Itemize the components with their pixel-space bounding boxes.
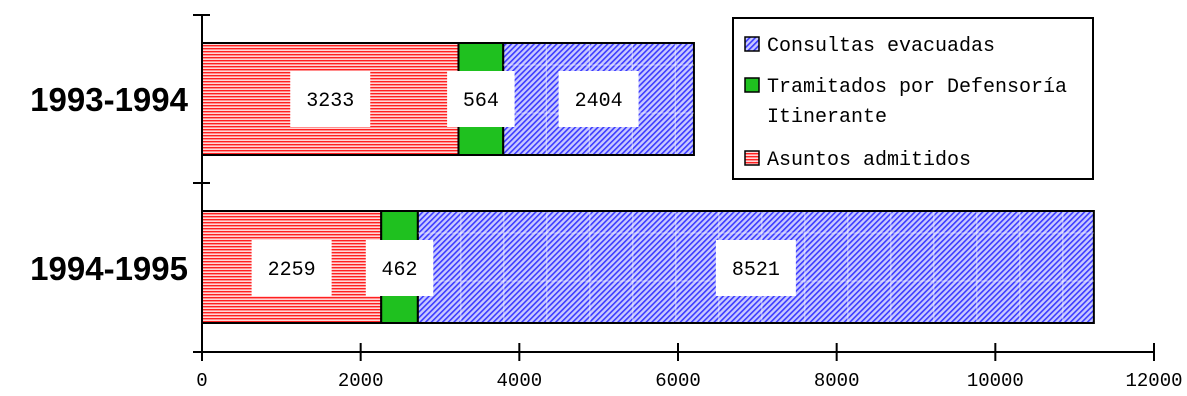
legend-label: Asuntos admitidos [767, 149, 971, 172]
x-tick-label: 10000 [967, 370, 1024, 392]
data-label-box [365, 240, 434, 296]
category-label: 1993-1994 [30, 81, 188, 118]
legend-swatch [744, 36, 760, 52]
data-label-box [290, 71, 371, 127]
legend-label: Consultas evacuadas [767, 35, 995, 58]
data-label-box [715, 240, 796, 296]
data-label: 3233 [306, 90, 354, 113]
x-tick-label: 12000 [1125, 370, 1182, 392]
data-label: 8521 [732, 259, 780, 282]
x-tick-label: 2000 [338, 370, 384, 392]
data-label-box [558, 71, 639, 127]
legend-box [732, 17, 1094, 180]
x-tick-label: 8000 [814, 370, 860, 392]
legend-label: Tramitados por Defensoría [767, 76, 1067, 99]
data-label-box [447, 71, 515, 127]
axis-layer: 1993-1994 1994-1995 0 2000 4000 6000 8000 10000… [30, 14, 1183, 392]
x-tick-label: 0 [196, 370, 207, 392]
data-labels-layer: 3233 564 2404 2259 462 8521 [251, 71, 796, 296]
data-label: 564 [463, 90, 499, 113]
data-label: 462 [382, 259, 418, 282]
category-label: 1994-1995 [30, 250, 188, 287]
legend-swatch [744, 150, 760, 166]
legend-swatch [744, 77, 760, 93]
data-label: 2259 [268, 259, 316, 282]
legend: Consultas evacuadas Tramitados por Defens… [732, 17, 1094, 180]
x-tick-label: 6000 [655, 370, 701, 392]
data-label-box [251, 240, 332, 296]
data-label: 2404 [575, 90, 623, 113]
legend-label: Itinerante [767, 106, 887, 129]
x-tick-label: 4000 [497, 370, 543, 392]
